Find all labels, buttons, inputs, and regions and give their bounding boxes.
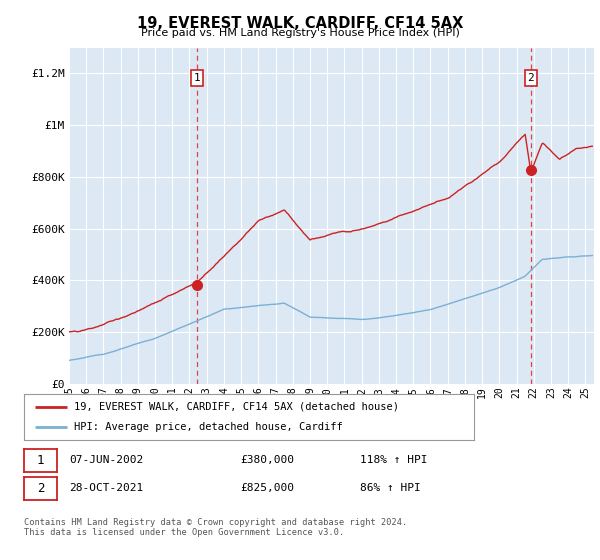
Text: 1: 1 — [37, 454, 44, 467]
Text: 118% ↑ HPI: 118% ↑ HPI — [360, 455, 427, 465]
Text: HPI: Average price, detached house, Cardiff: HPI: Average price, detached house, Card… — [74, 422, 342, 432]
Text: 2: 2 — [527, 73, 534, 83]
Text: Contains HM Land Registry data © Crown copyright and database right 2024.
This d: Contains HM Land Registry data © Crown c… — [24, 518, 407, 538]
Text: 19, EVEREST WALK, CARDIFF, CF14 5AX: 19, EVEREST WALK, CARDIFF, CF14 5AX — [137, 16, 463, 31]
Text: Price paid vs. HM Land Registry's House Price Index (HPI): Price paid vs. HM Land Registry's House … — [140, 28, 460, 38]
Text: 28-OCT-2021: 28-OCT-2021 — [69, 483, 143, 493]
Text: 2: 2 — [37, 482, 44, 495]
Text: £825,000: £825,000 — [240, 483, 294, 493]
Text: 19, EVEREST WALK, CARDIFF, CF14 5AX (detached house): 19, EVEREST WALK, CARDIFF, CF14 5AX (det… — [74, 402, 398, 412]
Text: 07-JUN-2002: 07-JUN-2002 — [69, 455, 143, 465]
Text: 1: 1 — [194, 73, 200, 83]
Text: 86% ↑ HPI: 86% ↑ HPI — [360, 483, 421, 493]
Text: £380,000: £380,000 — [240, 455, 294, 465]
